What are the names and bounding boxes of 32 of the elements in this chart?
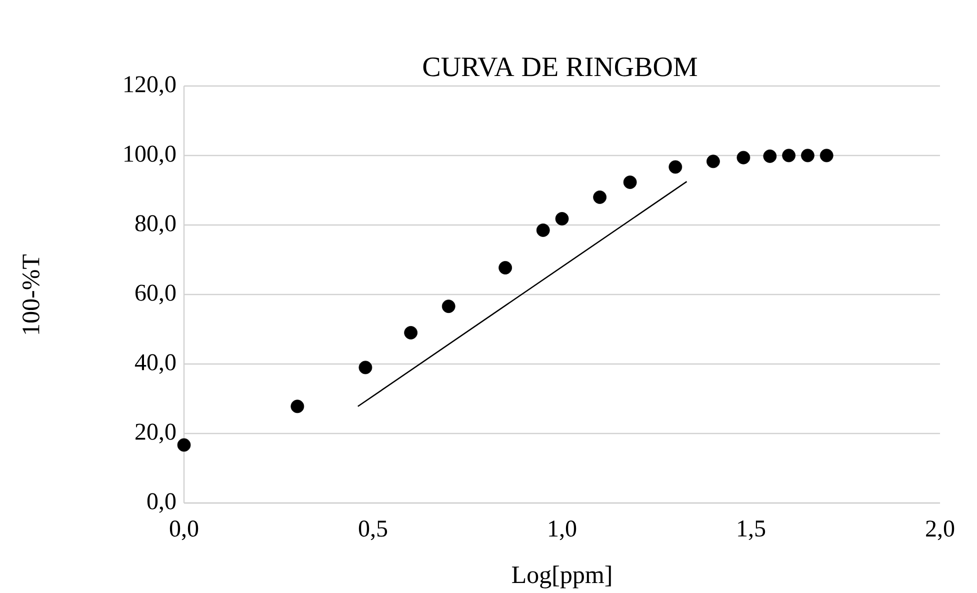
point <box>442 300 456 314</box>
point <box>801 148 814 162</box>
y-tick-label: 60,0 <box>136 284 176 304</box>
x-tick-label: 0,0 <box>170 520 198 540</box>
y-tick-label: 120,0 <box>124 76 176 96</box>
y-tick-label: 80,0 <box>135 215 176 235</box>
y-axis-title: 100-%T <box>22 254 40 334</box>
point <box>404 326 418 340</box>
y-tick-label: 0,0 <box>147 493 176 513</box>
point <box>358 360 372 374</box>
point <box>177 438 191 452</box>
x-axis-title: Log[ppm] <box>512 566 611 588</box>
point <box>536 224 550 237</box>
x-tick-label: 2,0 <box>926 520 954 540</box>
point <box>820 148 834 162</box>
point <box>763 149 777 163</box>
chart-title: CURVA DE RINGBOM <box>423 58 698 76</box>
point <box>623 176 637 189</box>
y-tick-label: 100,0 <box>124 146 176 166</box>
y-tick-label: 40,0 <box>134 354 176 374</box>
point <box>290 400 304 414</box>
point <box>782 148 796 162</box>
point <box>668 160 682 174</box>
point <box>498 261 512 274</box>
x-tick-label: 0,5 <box>358 520 388 540</box>
x-tick-label: 1,5 <box>738 520 766 540</box>
point <box>555 212 569 226</box>
point <box>706 154 720 168</box>
point <box>593 190 607 204</box>
x-tick-label: 1,0 <box>549 520 576 540</box>
y-tick-label: 20,0 <box>136 424 176 444</box>
point <box>736 150 750 164</box>
